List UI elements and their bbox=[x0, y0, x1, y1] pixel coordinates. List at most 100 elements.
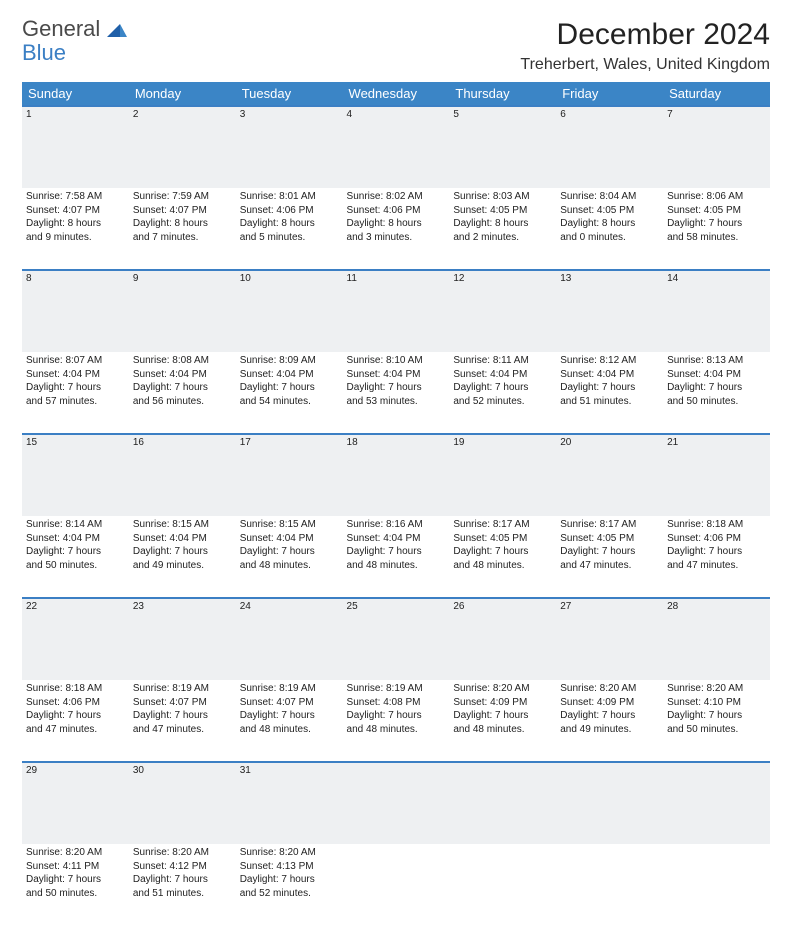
sunrise-text: Sunrise: 8:10 AM bbox=[347, 354, 446, 368]
day-number: 29 bbox=[22, 762, 129, 844]
day-cell: Sunrise: 8:15 AMSunset: 4:04 PMDaylight:… bbox=[129, 516, 236, 598]
daylight-text2: and 48 minutes. bbox=[453, 559, 552, 573]
page-header: General Blue December 2024 Treherbert, W… bbox=[22, 18, 770, 74]
sunrise-text: Sunrise: 8:15 AM bbox=[133, 518, 232, 532]
daylight-text: Daylight: 7 hours bbox=[133, 873, 232, 887]
daylight-text: Daylight: 7 hours bbox=[26, 545, 125, 559]
title-block: December 2024 Treherbert, Wales, United … bbox=[520, 18, 770, 74]
daylight-text2: and 48 minutes. bbox=[347, 723, 446, 737]
brand-word2: Blue bbox=[22, 40, 66, 65]
sunset-text: Sunset: 4:13 PM bbox=[240, 860, 339, 874]
day-number: 14 bbox=[663, 270, 770, 352]
sunset-text: Sunset: 4:10 PM bbox=[667, 696, 766, 710]
sunset-text: Sunset: 4:09 PM bbox=[453, 696, 552, 710]
sunrise-text: Sunrise: 8:20 AM bbox=[560, 682, 659, 696]
day-number bbox=[449, 762, 556, 844]
sunrise-text: Sunrise: 8:12 AM bbox=[560, 354, 659, 368]
daylight-text2: and 49 minutes. bbox=[133, 559, 232, 573]
day-cell: Sunrise: 8:19 AMSunset: 4:08 PMDaylight:… bbox=[343, 680, 450, 762]
weekday-header: Thursday bbox=[449, 82, 556, 106]
sunset-text: Sunset: 4:05 PM bbox=[560, 204, 659, 218]
day-number: 12 bbox=[449, 270, 556, 352]
sunset-text: Sunset: 4:07 PM bbox=[133, 204, 232, 218]
day-detail-row: Sunrise: 8:14 AMSunset: 4:04 PMDaylight:… bbox=[22, 516, 770, 598]
day-number: 26 bbox=[449, 598, 556, 680]
day-cell bbox=[663, 844, 770, 926]
daylight-text: Daylight: 7 hours bbox=[240, 381, 339, 395]
day-cell: Sunrise: 8:18 AMSunset: 4:06 PMDaylight:… bbox=[22, 680, 129, 762]
sunset-text: Sunset: 4:11 PM bbox=[26, 860, 125, 874]
sunset-text: Sunset: 4:04 PM bbox=[347, 368, 446, 382]
day-detail-row: Sunrise: 8:18 AMSunset: 4:06 PMDaylight:… bbox=[22, 680, 770, 762]
daylight-text: Daylight: 8 hours bbox=[560, 217, 659, 231]
sunset-text: Sunset: 4:04 PM bbox=[560, 368, 659, 382]
daylight-text2: and 7 minutes. bbox=[133, 231, 232, 245]
day-cell: Sunrise: 8:01 AMSunset: 4:06 PMDaylight:… bbox=[236, 188, 343, 270]
day-cell: Sunrise: 8:15 AMSunset: 4:04 PMDaylight:… bbox=[236, 516, 343, 598]
daylight-text2: and 58 minutes. bbox=[667, 231, 766, 245]
sunset-text: Sunset: 4:08 PM bbox=[347, 696, 446, 710]
day-number bbox=[663, 762, 770, 844]
month-title: December 2024 bbox=[520, 18, 770, 52]
day-cell: Sunrise: 8:19 AMSunset: 4:07 PMDaylight:… bbox=[236, 680, 343, 762]
sunrise-text: Sunrise: 8:20 AM bbox=[667, 682, 766, 696]
day-cell: Sunrise: 8:16 AMSunset: 4:04 PMDaylight:… bbox=[343, 516, 450, 598]
sunset-text: Sunset: 4:05 PM bbox=[453, 204, 552, 218]
day-cell: Sunrise: 8:06 AMSunset: 4:05 PMDaylight:… bbox=[663, 188, 770, 270]
sunrise-text: Sunrise: 8:09 AM bbox=[240, 354, 339, 368]
daylight-text2: and 47 minutes. bbox=[560, 559, 659, 573]
location-text: Treherbert, Wales, United Kingdom bbox=[520, 56, 770, 74]
day-number: 20 bbox=[556, 434, 663, 516]
daylight-text2: and 52 minutes. bbox=[240, 887, 339, 901]
daylight-text: Daylight: 7 hours bbox=[26, 381, 125, 395]
day-cell: Sunrise: 7:59 AMSunset: 4:07 PMDaylight:… bbox=[129, 188, 236, 270]
daylight-text2: and 48 minutes. bbox=[240, 559, 339, 573]
day-cell: Sunrise: 7:58 AMSunset: 4:07 PMDaylight:… bbox=[22, 188, 129, 270]
daylight-text: Daylight: 8 hours bbox=[453, 217, 552, 231]
day-number-row: 293031 bbox=[22, 762, 770, 844]
day-number: 30 bbox=[129, 762, 236, 844]
day-cell: Sunrise: 8:20 AMSunset: 4:09 PMDaylight:… bbox=[449, 680, 556, 762]
day-cell: Sunrise: 8:19 AMSunset: 4:07 PMDaylight:… bbox=[129, 680, 236, 762]
sunrise-text: Sunrise: 8:20 AM bbox=[26, 846, 125, 860]
sunrise-text: Sunrise: 8:11 AM bbox=[453, 354, 552, 368]
daylight-text2: and 50 minutes. bbox=[667, 395, 766, 409]
sunset-text: Sunset: 4:06 PM bbox=[667, 532, 766, 546]
day-cell bbox=[556, 844, 663, 926]
calendar-body: 1234567Sunrise: 7:58 AMSunset: 4:07 PMDa… bbox=[22, 106, 770, 926]
sail-icon bbox=[107, 22, 127, 42]
day-cell: Sunrise: 8:03 AMSunset: 4:05 PMDaylight:… bbox=[449, 188, 556, 270]
day-cell: Sunrise: 8:20 AMSunset: 4:12 PMDaylight:… bbox=[129, 844, 236, 926]
day-number: 17 bbox=[236, 434, 343, 516]
day-number: 24 bbox=[236, 598, 343, 680]
day-detail-row: Sunrise: 8:20 AMSunset: 4:11 PM Daylight:… bbox=[22, 844, 770, 926]
day-cell: Sunrise: 8:02 AMSunset: 4:06 PMDaylight:… bbox=[343, 188, 450, 270]
daylight-text: Daylight: 7 hours bbox=[347, 381, 446, 395]
daylight-text2: and 51 minutes. bbox=[560, 395, 659, 409]
daylight-text2: and 47 minutes. bbox=[26, 723, 125, 737]
day-cell: Sunrise: 8:11 AMSunset: 4:04 PMDaylight:… bbox=[449, 352, 556, 434]
sunrise-text: Sunrise: 8:13 AM bbox=[667, 354, 766, 368]
daylight-text2: and 50 minutes. bbox=[26, 559, 125, 573]
day-cell: Sunrise: 8:12 AMSunset: 4:04 PMDaylight:… bbox=[556, 352, 663, 434]
day-cell: Sunrise: 8:13 AMSunset: 4:04 PMDaylight:… bbox=[663, 352, 770, 434]
daylight-text2: and 54 minutes. bbox=[240, 395, 339, 409]
daylight-text: Daylight: 7 hours bbox=[240, 873, 339, 887]
daylight-text: Daylight: 7 hours bbox=[133, 545, 232, 559]
daylight-text2: and 51 minutes. bbox=[133, 887, 232, 901]
sunset-text: Sunset: 4:04 PM bbox=[26, 532, 125, 546]
sunrise-text: Sunrise: 8:06 AM bbox=[667, 190, 766, 204]
daylight-text2: and 53 minutes. bbox=[347, 395, 446, 409]
daylight-text: Daylight: 7 hours bbox=[133, 709, 232, 723]
sunrise-text: Sunrise: 8:19 AM bbox=[240, 682, 339, 696]
day-cell: Sunrise: 8:20 AMSunset: 4:09 PMDaylight:… bbox=[556, 680, 663, 762]
sunset-text: Sunset: 4:06 PM bbox=[240, 204, 339, 218]
daylight-text: Daylight: 7 hours bbox=[347, 709, 446, 723]
sunrise-text: Sunrise: 8:08 AM bbox=[133, 354, 232, 368]
day-cell: Sunrise: 8:10 AMSunset: 4:04 PMDaylight:… bbox=[343, 352, 450, 434]
daylight-text: Daylight: 7 hours bbox=[667, 381, 766, 395]
sunset-text: Sunset: 4:12 PM bbox=[133, 860, 232, 874]
weekday-header: Tuesday bbox=[236, 82, 343, 106]
day-number-row: 22232425262728 bbox=[22, 598, 770, 680]
daylight-text2: and 50 minutes. bbox=[26, 887, 125, 901]
